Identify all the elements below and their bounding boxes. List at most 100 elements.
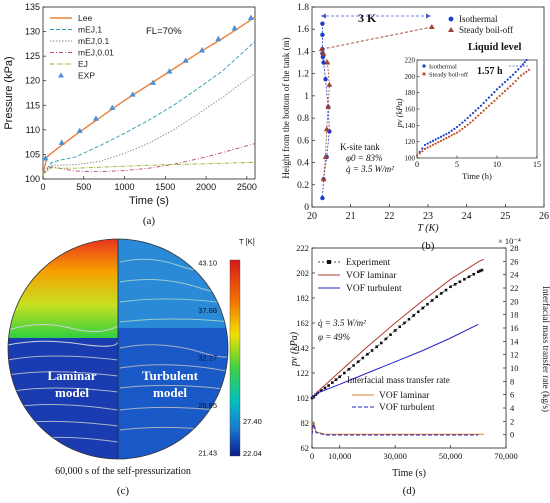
y-tick-label: 100 bbox=[25, 174, 40, 184]
experiment-point bbox=[426, 302, 429, 306]
qdot-label: q̇ = 3.5 W/m² bbox=[318, 318, 366, 328]
panel-caption: (c) bbox=[117, 485, 130, 497]
inset-point bbox=[429, 141, 432, 144]
y-tick-label: 1.2 bbox=[297, 70, 309, 80]
exp-point bbox=[231, 24, 238, 31]
y-tick-label: 110 bbox=[26, 125, 40, 135]
plot-frame bbox=[42, 6, 256, 180]
inset-point bbox=[523, 61, 526, 64]
x-axis-label: Time (s) bbox=[129, 195, 169, 207]
inset-point bbox=[421, 147, 424, 150]
y-axis-label: pv (kPa) bbox=[289, 331, 300, 367]
inset-point bbox=[423, 143, 427, 147]
y-tick-label: 1.6 bbox=[297, 25, 309, 35]
mass-legend-title: Interfacial mass transfer rate bbox=[347, 375, 450, 385]
y-tick-label: 82 bbox=[301, 418, 310, 428]
series-line-1 bbox=[311, 258, 485, 399]
laminar-label: Laminar model bbox=[47, 368, 96, 400]
experiment-point bbox=[361, 356, 365, 360]
y2-tick-label: 28 bbox=[510, 243, 519, 253]
experiment-point bbox=[478, 269, 482, 273]
legend-label: VOF turbulent bbox=[379, 403, 435, 413]
inset-point bbox=[485, 107, 488, 110]
inset-point bbox=[477, 107, 480, 110]
experiment-point bbox=[412, 314, 415, 317]
inset-point bbox=[503, 89, 507, 93]
inset-point bbox=[503, 80, 507, 84]
y2-tick-label: 16 bbox=[510, 323, 519, 333]
y2-tick-label: 6 bbox=[510, 390, 514, 400]
inset-point bbox=[442, 134, 445, 137]
experiment-point bbox=[407, 317, 411, 321]
y-tick-label: 0.2 bbox=[297, 181, 309, 191]
experiment-point bbox=[331, 381, 334, 384]
experiment-point bbox=[444, 288, 448, 292]
series-line-2 bbox=[311, 323, 479, 399]
x-tick-label: 26 bbox=[539, 211, 549, 222]
exp-point bbox=[129, 91, 136, 97]
experiment-point bbox=[319, 389, 323, 392]
experiment-point bbox=[476, 270, 480, 274]
inset-point bbox=[482, 109, 485, 112]
exp-point bbox=[42, 155, 49, 161]
inset-point bbox=[517, 77, 520, 80]
legend-marker bbox=[58, 72, 64, 78]
inset-point bbox=[437, 141, 440, 144]
inset-point bbox=[447, 135, 451, 138]
series-line-4 bbox=[311, 423, 479, 436]
inset-point bbox=[466, 116, 469, 120]
series-line-mej01 bbox=[42, 72, 256, 175]
colorbar-extra-label: 27.40 bbox=[243, 417, 262, 426]
inset-point bbox=[426, 142, 429, 145]
liquid-level-arrow bbox=[321, 26, 432, 50]
isothermal-point bbox=[320, 32, 325, 37]
three-k-arrow-head-right bbox=[426, 13, 431, 19]
series-line-lee bbox=[42, 16, 256, 175]
y2-tick-label: 20 bbox=[510, 296, 519, 306]
inset-point bbox=[445, 132, 448, 136]
legend-label: EJ bbox=[78, 59, 88, 69]
isothermal-point bbox=[320, 195, 325, 201]
inset-point bbox=[453, 132, 456, 136]
series-line-mej001 bbox=[42, 143, 256, 175]
x-tick-label: 500 bbox=[76, 182, 91, 192]
experiment-point bbox=[416, 310, 420, 314]
inset-point bbox=[434, 138, 437, 141]
inset-point bbox=[479, 104, 483, 107]
inset-point bbox=[469, 114, 472, 117]
inset-point bbox=[455, 131, 459, 134]
inset-point bbox=[498, 85, 501, 89]
experiment-point bbox=[440, 292, 443, 295]
inset-point bbox=[522, 72, 525, 75]
y-tick-label: 130 bbox=[25, 27, 40, 37]
inset-point bbox=[421, 150, 424, 153]
y-tick-label: 125 bbox=[25, 51, 40, 61]
y-tick-label: 0.6 bbox=[297, 136, 309, 146]
inset-point bbox=[509, 76, 512, 79]
inset-point bbox=[439, 139, 443, 142]
inset-x-tick-label: 5 bbox=[455, 160, 459, 169]
colorbar-tick-label: 37.68 bbox=[198, 306, 217, 315]
isothermal-line bbox=[322, 23, 330, 199]
experiment-point bbox=[453, 282, 457, 286]
legend-label: Experiment bbox=[346, 258, 391, 268]
inset-point bbox=[519, 74, 523, 77]
experiment-point bbox=[366, 352, 369, 356]
x-tick-label: 24 bbox=[462, 211, 472, 222]
experiment-point bbox=[334, 378, 338, 381]
experiment-point bbox=[370, 349, 374, 352]
inset-point bbox=[439, 135, 443, 138]
experiment-point bbox=[458, 280, 462, 284]
inset-y-tick-label: 160 bbox=[405, 106, 416, 114]
inset-x-label: Time (h) bbox=[462, 171, 492, 181]
inset-point bbox=[501, 83, 504, 86]
inset-y-tick-label: 200 bbox=[405, 73, 416, 81]
experiment-point bbox=[403, 321, 406, 325]
inset-point bbox=[495, 88, 499, 91]
isothermal-point bbox=[323, 77, 328, 82]
boiloff-point bbox=[326, 81, 333, 87]
inset-y-label: pv (kPa) bbox=[394, 98, 404, 128]
inset-point bbox=[498, 94, 501, 98]
panel-caption: (d) bbox=[403, 485, 416, 497]
